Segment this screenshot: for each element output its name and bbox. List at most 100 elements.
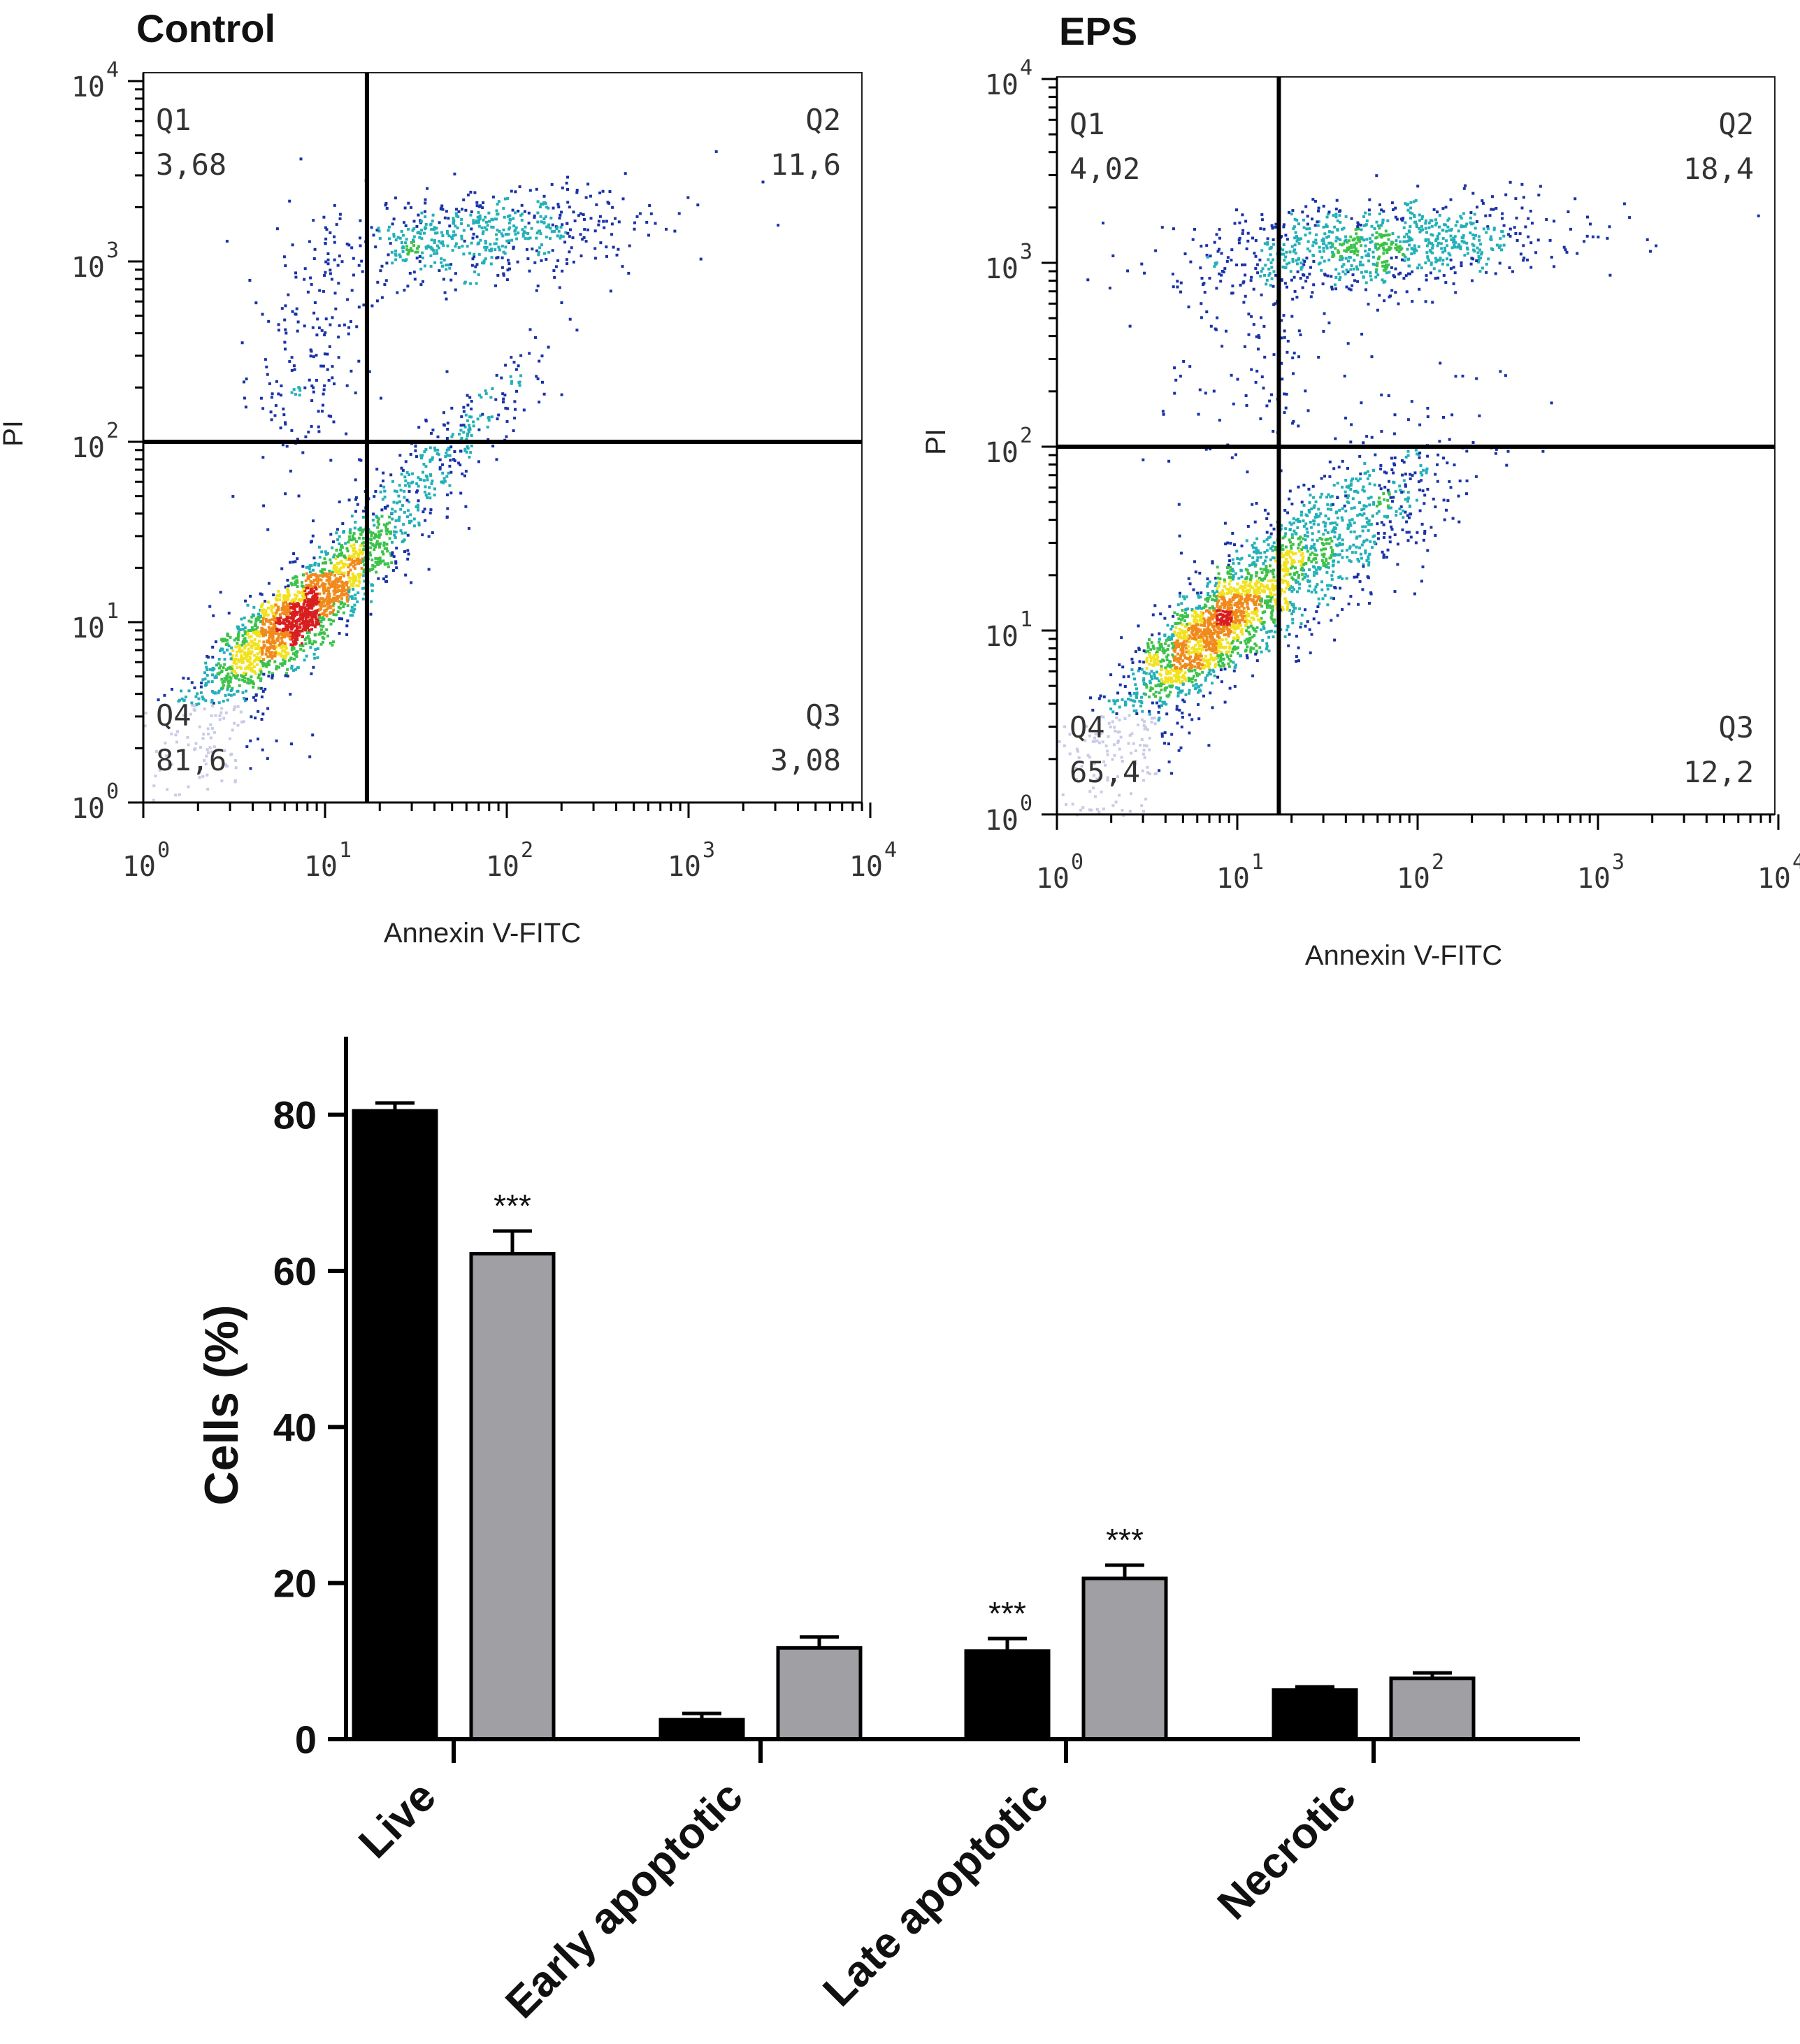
event-dot [1231,647,1234,651]
event-dot [316,599,319,603]
event-dot [378,237,382,240]
event-dot [447,264,450,266]
event-dot [245,698,248,700]
event-dot [1216,625,1219,628]
event-dot [1267,649,1271,653]
event-dot [290,633,293,637]
event-dot [294,634,298,638]
event-dot [1304,522,1308,526]
x-tick-label: 10 [486,851,519,883]
event-dot [1406,500,1409,503]
event-dot [252,605,256,609]
event-dot [476,417,480,421]
event-dot [168,761,171,765]
event-dot [1219,654,1223,658]
event-dot [1204,610,1208,613]
event-dot [445,516,449,519]
event-dot [357,553,361,556]
event-dot [289,602,292,605]
event-dot [1414,448,1418,452]
event-dot [1230,603,1233,607]
event-dot [339,548,343,552]
event-dot [420,237,424,240]
event-dot [243,651,246,654]
event-dot [1216,590,1218,593]
event-dot [1313,516,1317,519]
event-dot [1219,665,1223,668]
event-dot [1327,517,1330,521]
event-dot [361,574,365,577]
event-dot [321,582,324,585]
event-dot [605,219,608,223]
event-dot [217,658,221,661]
event-dot [1217,649,1221,653]
event-dot [1312,574,1316,577]
event-dot [1251,674,1255,677]
event-dot [424,519,427,522]
event-dot [266,631,270,633]
event-dot [449,491,453,495]
event-dot [301,645,305,647]
event-dot [547,225,550,229]
event-dot [254,622,257,626]
event-dot [394,250,397,253]
event-dot [1240,604,1244,607]
event-dot [1184,638,1188,640]
event-dot [1193,610,1197,614]
event-dot [266,707,270,710]
event-dot [1249,648,1253,652]
event-dot [1266,584,1269,587]
event-dot [484,257,487,261]
event-dot [404,573,408,577]
event-dot [237,631,240,634]
event-dot [338,213,342,216]
event-dot [248,655,252,658]
event-dot [1325,566,1328,568]
event-dot [404,531,407,535]
event-dot [487,438,490,441]
event-dot [1249,598,1252,601]
event-dot [329,268,332,272]
event-dot [326,607,329,611]
event-dot [323,384,326,387]
event-dot [1202,645,1206,649]
event-dot [318,615,321,619]
event-dot [1221,591,1224,594]
event-dot [239,710,243,714]
event-dot [1251,612,1255,615]
event-dot [357,536,361,540]
event-dot [1177,632,1181,635]
event-dot [1298,582,1302,586]
event-dot [368,551,372,554]
event-dot [353,556,357,559]
event-dot [1230,631,1233,634]
event-dot [257,634,259,638]
event-dot [1197,664,1200,668]
event-dot [1499,370,1502,373]
event-dot [1268,535,1272,539]
event-dot [443,216,447,219]
event-dot [1233,596,1237,600]
event-dot [1186,607,1190,610]
event-dot [324,226,327,229]
event-dot [285,445,289,448]
event-dot [1226,611,1230,614]
event-dot [1325,559,1328,562]
event-dot [505,278,509,282]
event-dot [407,201,410,205]
event-dot [1172,656,1176,660]
event-dot [152,784,156,788]
event-dot [470,227,473,231]
event-dot [526,257,530,261]
event-dots [143,150,780,802]
event-dot [1291,621,1295,625]
event-dot [405,498,409,502]
event-dot [315,592,319,596]
event-dot [542,221,546,224]
event-dot [421,454,424,457]
event-dot [261,628,265,631]
event-dot [223,663,226,666]
event-dot [1332,467,1336,470]
event-dot [1297,547,1300,549]
event-dot [375,299,379,303]
